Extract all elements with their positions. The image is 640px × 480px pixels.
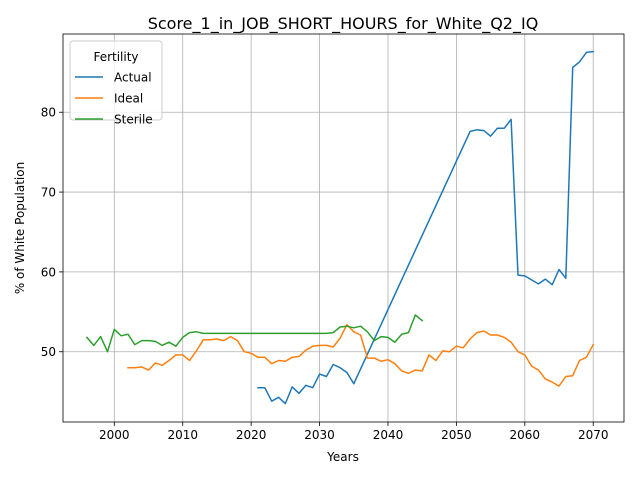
gridlines	[63, 34, 624, 422]
x-tick-label: 2000	[99, 428, 130, 442]
x-tick-label: 2010	[167, 428, 198, 442]
legend-box	[69, 40, 163, 121]
y-tick-label: 70	[41, 186, 56, 200]
x-tick-label: 2070	[578, 428, 609, 442]
x-tick-label: 2020	[236, 428, 267, 442]
legend-label-ideal: Ideal	[114, 92, 143, 106]
series-line-ideal	[127, 323, 595, 387]
legend-title: Fertility	[93, 50, 138, 64]
x-tick-label: 2030	[304, 428, 335, 442]
x-tick-label: 2050	[441, 428, 472, 442]
legend-items: Actual Ideal Sterile	[75, 71, 153, 127]
legend-label-actual: Actual	[114, 71, 152, 85]
series-line-sterile	[85, 314, 424, 353]
y-axis-label: % of White Population	[13, 162, 27, 294]
x-axis-ticks: 2000 2010 2020 2030 2040 2050 2060 2070	[99, 422, 608, 442]
x-tick-label: 2060	[510, 428, 541, 442]
plot-frame	[62, 33, 625, 423]
series-lines	[85, 50, 595, 405]
x-tick-label: 2040	[373, 428, 404, 442]
y-axis-ticks: 50 60 70 80	[41, 106, 63, 359]
chart-title: Score_1_in_JOB_SHORT_HOURS_for_White_Q2_…	[148, 14, 539, 34]
y-tick-label: 60	[41, 265, 56, 279]
series-line-actual	[257, 50, 595, 405]
x-axis-label: Years	[326, 450, 359, 464]
y-tick-label: 50	[41, 345, 56, 359]
legend: Fertility Actual Ideal Sterile	[69, 40, 163, 127]
legend-label-sterile: Sterile	[114, 113, 153, 127]
y-tick-label: 80	[41, 106, 56, 120]
